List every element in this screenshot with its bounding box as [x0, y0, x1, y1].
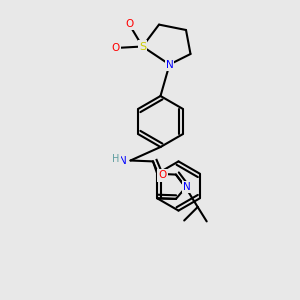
Text: N: N	[166, 59, 173, 70]
Text: H: H	[112, 154, 120, 164]
Text: O: O	[111, 43, 120, 53]
Text: N: N	[183, 182, 190, 192]
Text: N: N	[119, 155, 127, 166]
Text: O: O	[125, 19, 133, 29]
Text: O: O	[158, 170, 167, 181]
Text: S: S	[139, 41, 146, 52]
